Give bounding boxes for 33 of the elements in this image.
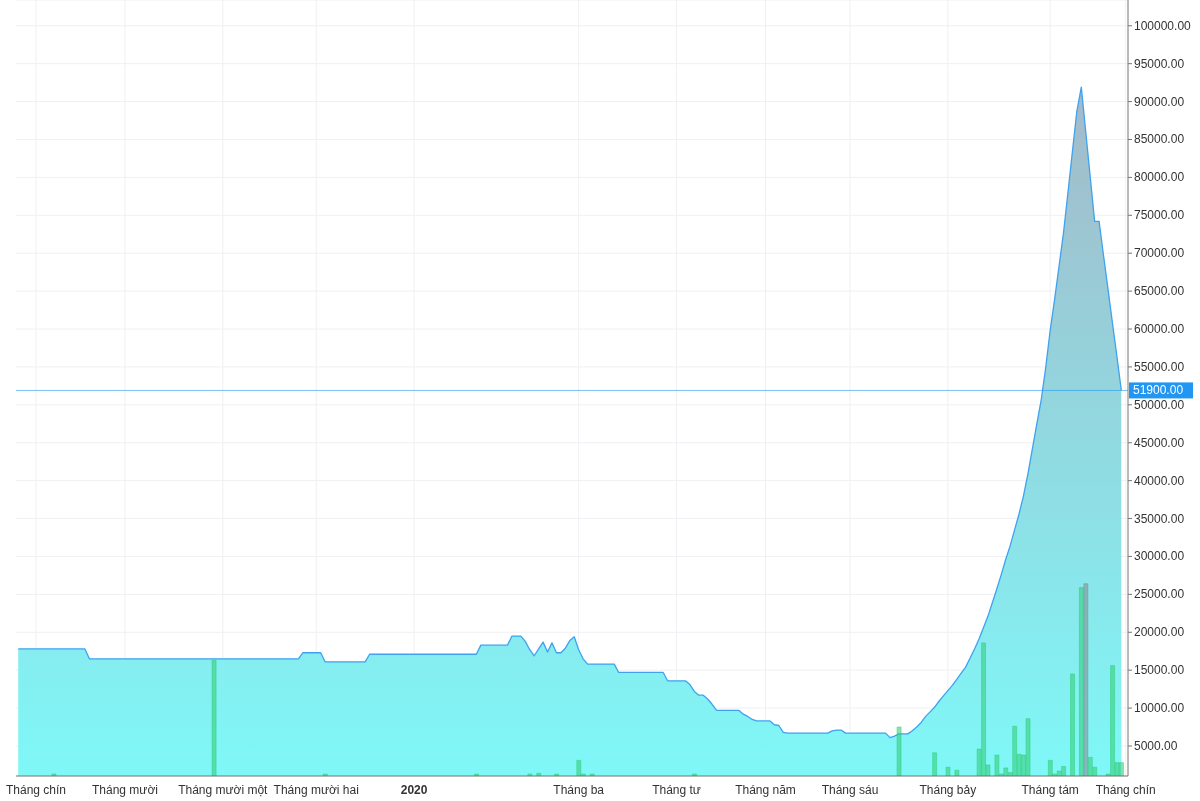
y-tick-label: 40000.00 xyxy=(1134,473,1185,488)
x-tick-label: Tháng ba xyxy=(553,783,605,797)
y-tick-label: 20000.00 xyxy=(1134,625,1185,640)
y-tick-label: 65000.00 xyxy=(1134,284,1185,299)
x-tick-label: 2020 xyxy=(400,783,428,797)
y-tick-label: 45000.00 xyxy=(1134,435,1185,450)
x-tick-label: Tháng năm xyxy=(735,783,796,797)
y-tick-label: 80000.00 xyxy=(1134,170,1185,185)
y-tick-label: 90000.00 xyxy=(1134,94,1185,109)
y-tick-label: 5000.00 xyxy=(1134,738,1178,753)
y-tick-label: 100000.00 xyxy=(1134,18,1192,33)
x-tick-label: Tháng sáu xyxy=(821,783,879,797)
x-tick-label: Tháng tám xyxy=(1021,783,1079,797)
y-tick-label: 55000.00 xyxy=(1134,359,1185,374)
y-tick-label: 10000.00 xyxy=(1134,701,1185,716)
y-tick-label: 75000.00 xyxy=(1134,208,1185,223)
x-tick-label: Tháng mười xyxy=(92,783,158,797)
x-tick-label: Tháng mười một xyxy=(178,783,269,797)
y-tick-label: 70000.00 xyxy=(1134,246,1185,261)
x-tick-label: Tháng tư xyxy=(652,783,701,797)
y-tick-label: 35000.00 xyxy=(1134,511,1185,526)
ref-line-label: 51900.00 xyxy=(1133,383,1184,398)
y-tick-label: 60000.00 xyxy=(1134,322,1185,337)
y-tick-label: 50000.00 xyxy=(1134,397,1185,412)
y-tick-label: 85000.00 xyxy=(1134,132,1185,147)
x-tick-label: Tháng bảy xyxy=(919,783,977,797)
y-tick-label: 25000.00 xyxy=(1134,587,1185,602)
x-tick-label: Tháng chín xyxy=(1095,783,1156,797)
x-tick-label: Tháng mười hai xyxy=(273,783,359,797)
y-tick-label: 95000.00 xyxy=(1134,56,1185,71)
y-tick-label: 15000.00 xyxy=(1134,663,1185,678)
y-tick-label: 30000.00 xyxy=(1134,549,1185,564)
x-tick-label: Tháng chín xyxy=(5,783,67,797)
